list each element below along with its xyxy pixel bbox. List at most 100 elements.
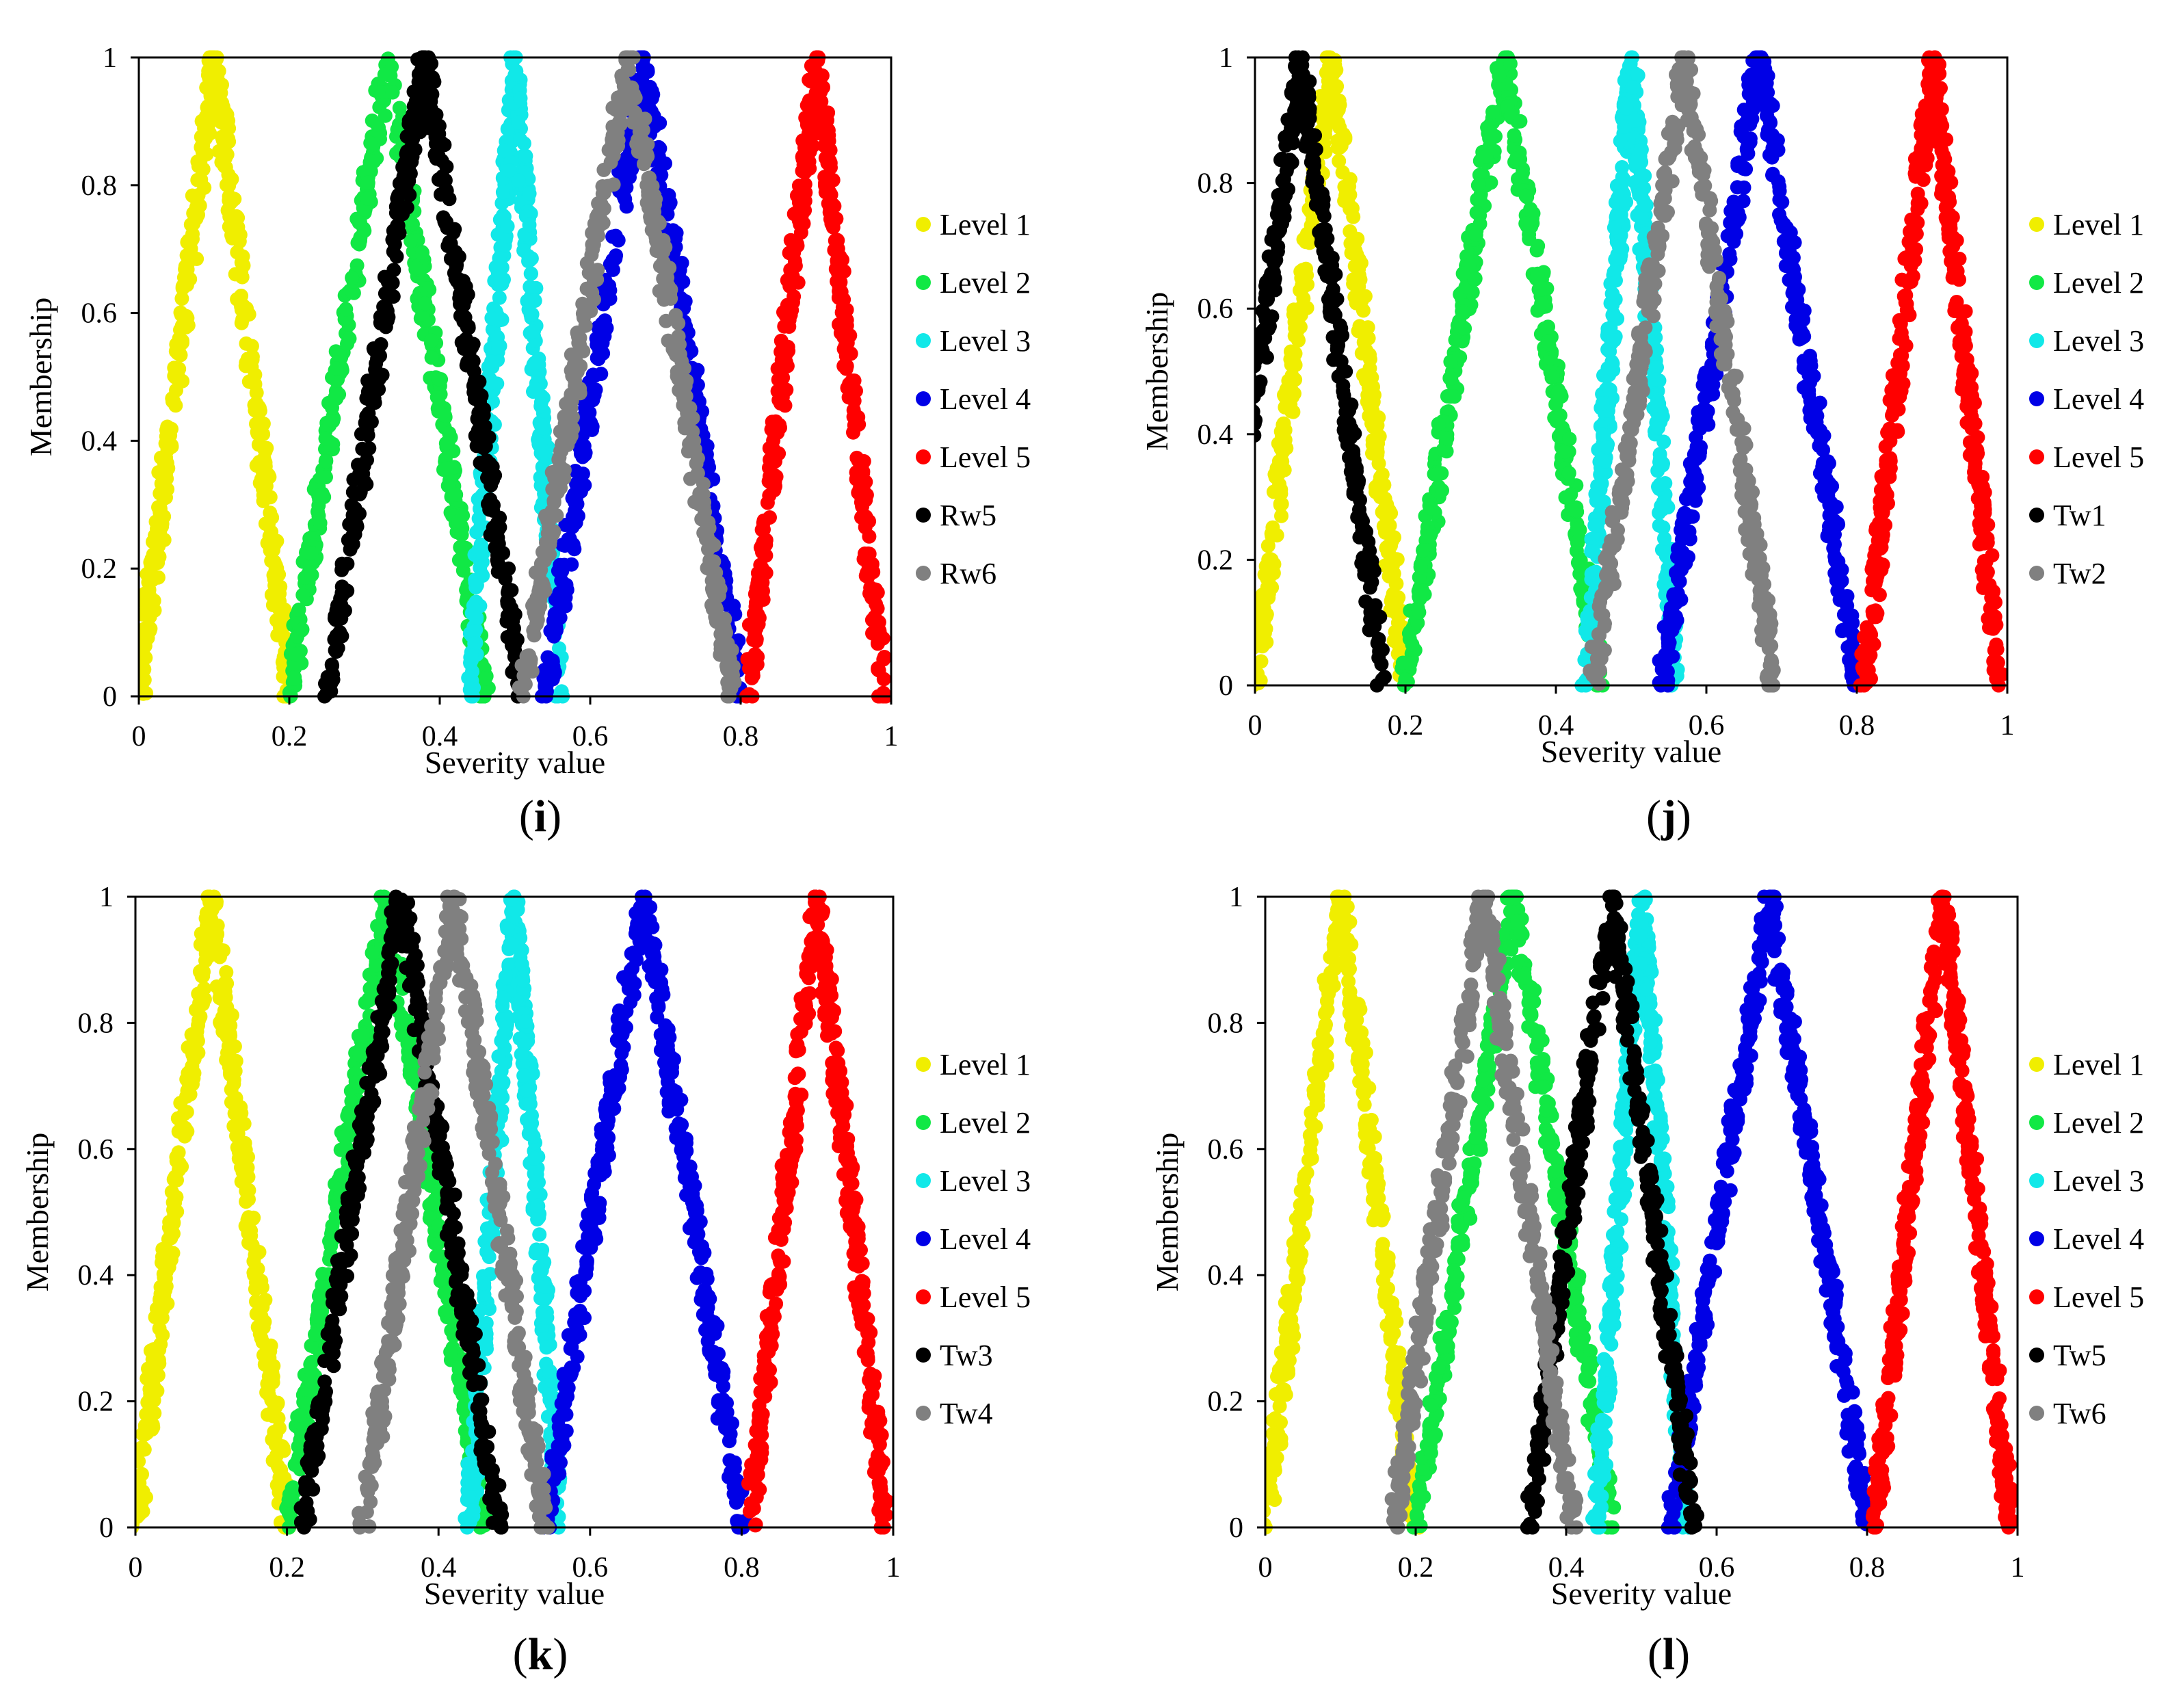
data-point	[424, 350, 439, 365]
data-point	[363, 135, 378, 150]
data-point	[558, 590, 573, 605]
data-point	[511, 173, 526, 188]
data-point	[175, 280, 190, 295]
data-point	[1676, 529, 1691, 544]
data-point	[1258, 559, 1273, 574]
data-point	[461, 319, 476, 334]
data-point	[847, 393, 862, 408]
data-point	[315, 488, 330, 502]
data-point	[443, 251, 458, 266]
data-point	[674, 255, 689, 270]
data-point	[1431, 417, 1446, 432]
data-point	[1509, 151, 1524, 166]
data-point	[1516, 166, 1530, 181]
data-point	[345, 508, 360, 523]
data-point	[469, 577, 484, 592]
data-point	[542, 547, 557, 562]
data-point	[383, 287, 398, 302]
data-point	[1679, 550, 1694, 565]
data-point	[1827, 537, 1842, 552]
data-point	[1403, 656, 1418, 671]
data-point	[586, 237, 601, 252]
data-point	[661, 187, 676, 202]
data-point	[523, 266, 538, 281]
data-point	[838, 361, 854, 376]
data-point	[484, 311, 499, 326]
data-point	[847, 418, 862, 433]
data-point	[295, 588, 310, 603]
data-point	[502, 163, 517, 179]
data-point	[478, 438, 493, 454]
data-point	[449, 487, 464, 502]
data-point	[546, 629, 561, 644]
data-point	[318, 431, 333, 446]
data-point	[1827, 566, 1842, 581]
data-point	[1770, 133, 1785, 148]
data-point	[334, 598, 349, 613]
data-point	[265, 542, 280, 557]
data-point	[491, 536, 506, 551]
series-level-3	[461, 50, 570, 704]
data-point	[500, 219, 515, 234]
data-point	[245, 350, 260, 364]
data-point	[346, 472, 361, 487]
data-point	[396, 169, 411, 184]
data-point	[1273, 454, 1288, 469]
data-point	[326, 414, 341, 429]
data-point	[1596, 368, 1611, 383]
data-point	[355, 441, 370, 456]
data-point	[1638, 198, 1653, 213]
data-point	[385, 85, 400, 100]
data-point	[1725, 224, 1740, 239]
data-point	[472, 374, 487, 389]
data-point	[523, 655, 538, 670]
data-point	[1783, 225, 1798, 240]
data-point	[144, 559, 159, 574]
data-point	[516, 668, 531, 683]
data-point	[1557, 445, 1572, 460]
data-point	[1989, 638, 2004, 653]
data-point	[851, 453, 866, 468]
data-point	[531, 568, 546, 583]
data-point	[603, 155, 618, 170]
data-point	[1313, 89, 1328, 103]
data-point	[690, 466, 705, 481]
data-point	[495, 185, 510, 200]
data-point	[1772, 192, 1787, 207]
data-point	[1732, 155, 1747, 170]
data-point	[1772, 179, 1787, 194]
data-point	[1444, 371, 1459, 386]
data-point	[220, 107, 235, 122]
data-point	[1364, 416, 1379, 431]
data-point	[360, 175, 375, 190]
data-point	[642, 198, 657, 213]
data-point	[659, 313, 674, 328]
data-point	[522, 218, 537, 233]
data-point	[644, 184, 659, 199]
data-point	[1386, 633, 1401, 648]
data-point	[454, 527, 469, 542]
data-point	[512, 680, 527, 695]
data-point	[369, 117, 384, 132]
data-point	[490, 555, 505, 570]
data-point	[470, 391, 484, 406]
data-point	[1736, 194, 1751, 209]
data-point	[1359, 343, 1373, 358]
data-point	[748, 599, 763, 614]
data-point	[267, 587, 282, 602]
data-point	[1600, 440, 1615, 455]
data-point	[1546, 369, 1560, 384]
data-point	[1670, 541, 1685, 556]
data-point	[811, 94, 826, 109]
data-point	[334, 556, 349, 571]
data-point	[1951, 320, 1965, 335]
data-point	[466, 624, 481, 639]
data-point	[236, 258, 251, 273]
data-point	[767, 426, 782, 441]
data-point	[1412, 590, 1427, 604]
data-point	[157, 455, 172, 470]
data-point	[1743, 135, 1758, 150]
data-point	[1436, 443, 1451, 457]
series-level-1	[1255, 50, 1414, 693]
